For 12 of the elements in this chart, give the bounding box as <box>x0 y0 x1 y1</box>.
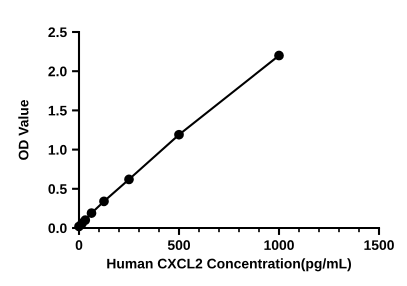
y-axis-title: OD Value <box>18 100 28 160</box>
x-tick-label: 1500 <box>364 240 394 250</box>
x-tick-label: 1000 <box>264 240 294 250</box>
y-tick-label: 2.5 <box>48 27 67 38</box>
y-tick-label: 2.0 <box>48 66 67 76</box>
y-tick-label: 1.5 <box>48 106 67 116</box>
y-tick-label: 1.0 <box>48 144 67 155</box>
y-tick-label: 0.5 <box>48 184 67 194</box>
x-axis-title: Human CXCL2 Concentration(pg/mL) <box>107 258 351 272</box>
x-tick-label: 500 <box>168 240 190 250</box>
x-tick-label: 0 <box>76 240 82 250</box>
y-tick-label: 0.0 <box>48 223 67 234</box>
